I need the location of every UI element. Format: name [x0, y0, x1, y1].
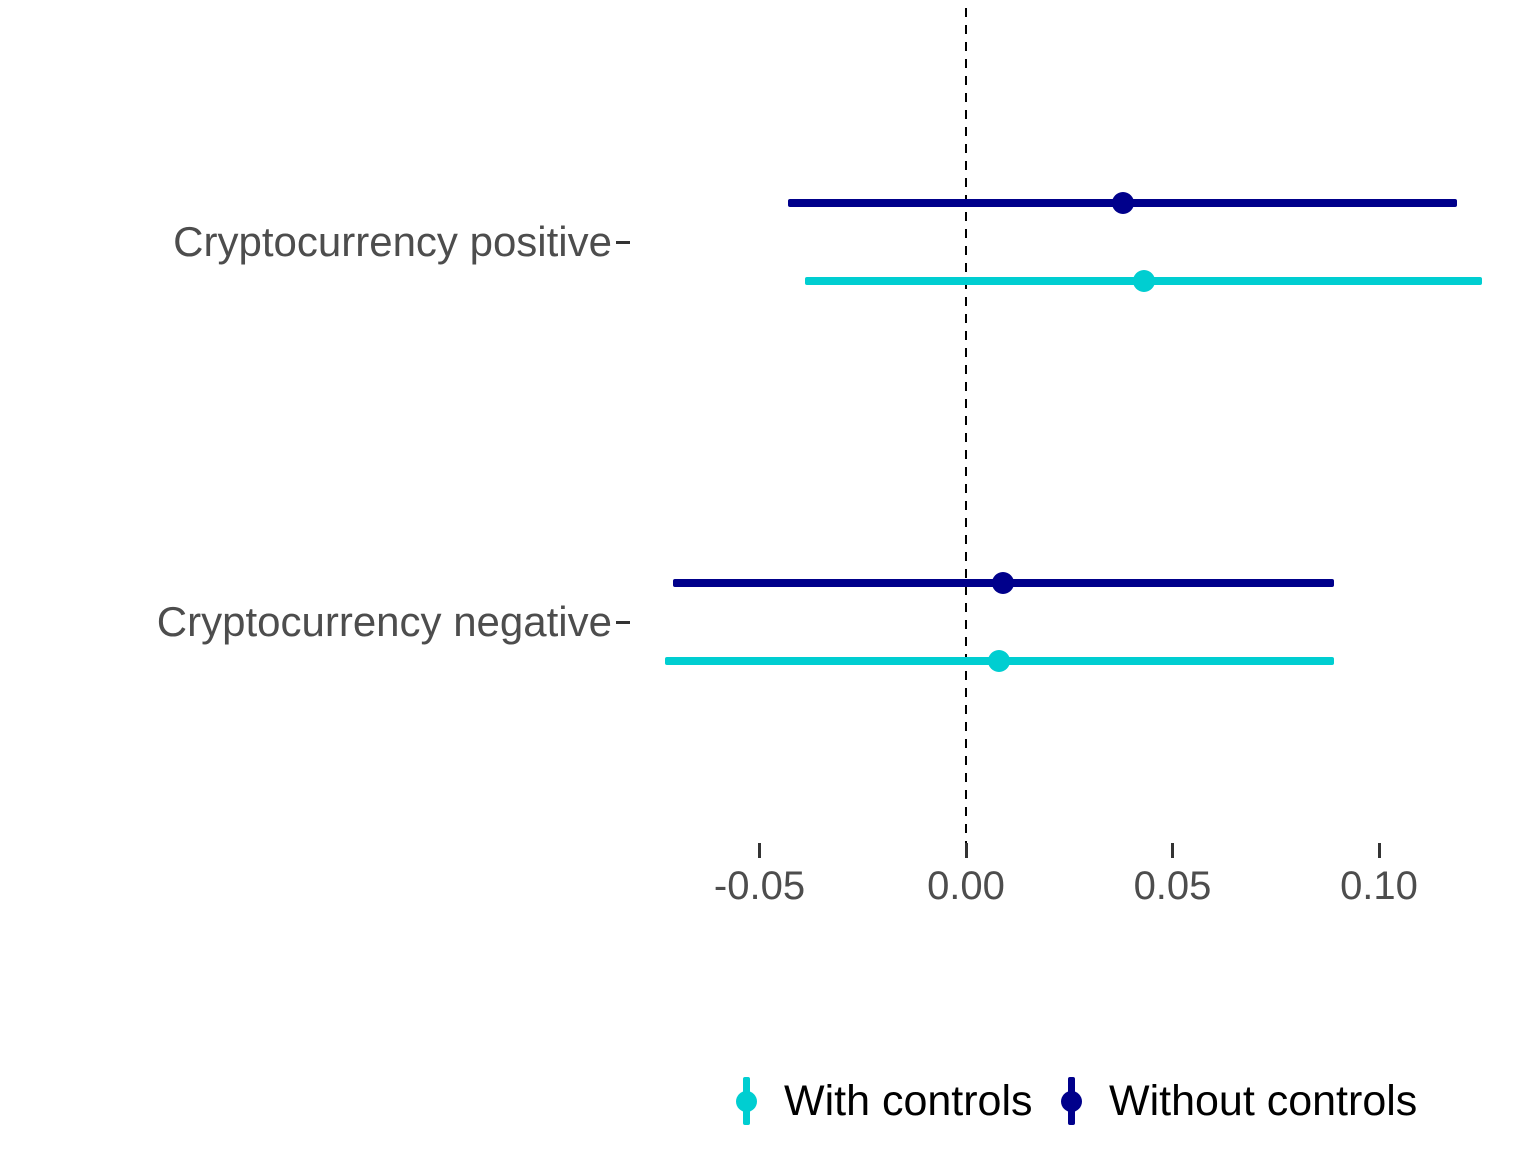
legend-label-with-controls: With controls: [784, 1077, 1033, 1125]
y-axis-tick: [616, 620, 630, 624]
legend: With controls Without controls: [0, 1040, 1536, 1152]
legend-key-point-with-controls: [735, 1090, 757, 1112]
x-axis-tick: [1171, 843, 1174, 858]
estimate-point-with-controls: [1132, 270, 1155, 292]
x-axis-tick: [1377, 843, 1381, 858]
x-axis-tick-label: 0.05: [1133, 864, 1212, 908]
legend-label-without-controls: Without controls: [1109, 1077, 1418, 1125]
x-axis-tick: [758, 843, 761, 858]
category-label: Cryptocurrency positive: [173, 218, 612, 265]
estimate-point-without-controls: [1111, 192, 1134, 214]
estimate-point-without-controls: [992, 572, 1015, 594]
x-axis-tick-label: 0.10: [1340, 864, 1418, 908]
x-axis-tick-label: 0.00: [927, 864, 1005, 908]
legend-key-point-without-controls: [1060, 1090, 1082, 1112]
x-axis-tick-label: -0.05: [713, 864, 806, 908]
category-label: Cryptocurrency negative: [156, 598, 612, 645]
zero-reference-line: [965, 8, 967, 843]
y-axis-tick: [616, 240, 630, 244]
x-axis-tick: [964, 843, 968, 858]
estimate-point-with-controls: [988, 650, 1011, 672]
